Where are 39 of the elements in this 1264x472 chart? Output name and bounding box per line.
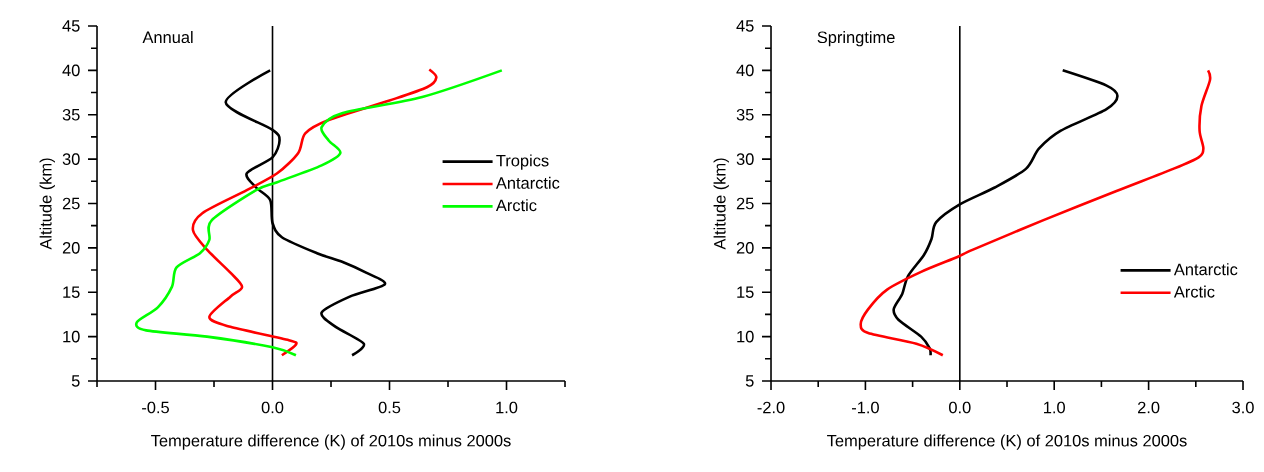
x-tick-label: -2.0: [757, 401, 785, 414]
y-tick-label: 40: [736, 64, 754, 77]
legend-label: Antarctic: [495, 176, 560, 189]
chart-title: Springtime: [817, 31, 895, 47]
y-tick-label: 35: [62, 108, 80, 121]
x-tick-label: 3.0: [1232, 401, 1254, 414]
x-tick-label: 0.0: [949, 401, 971, 414]
x-tick-label: -1.0: [851, 401, 879, 414]
y-tick-label: 25: [736, 197, 754, 210]
legend-label: Arctic: [495, 199, 537, 212]
y-tick-label: 5: [745, 375, 754, 387]
legend-label: Antarctic: [1173, 263, 1238, 276]
y-tick-label: 10: [737, 330, 754, 343]
y-tick-label: 40: [62, 64, 80, 77]
x-tick-label: 0.0: [261, 401, 284, 414]
x-axis-title: Temperature difference (K) of 2010s minus 2000s: [827, 434, 1187, 450]
legend-label: Tropics: [496, 154, 549, 170]
legend-label: Arctic: [1173, 285, 1215, 298]
chart-title: Annual: [142, 31, 193, 44]
y-tick-label: 45: [736, 20, 754, 32]
x-tick-label: 1.0: [496, 401, 518, 414]
y-tick-label: 35: [736, 108, 754, 121]
y-axis-title: Altitude (km): [39, 158, 55, 250]
y-tick-label: 15: [63, 286, 80, 298]
x-tick-label: 0.5: [378, 401, 401, 414]
y-tick-label: 20: [736, 242, 754, 254]
y-tick-label: 5: [71, 375, 80, 387]
x-tick-label: -0.5: [142, 401, 169, 414]
x-axis-title: Temperature difference (K) of 2010s minus 2000s: [151, 434, 511, 450]
y-tick-label: 20: [62, 242, 80, 254]
y-tick-label: 45: [62, 20, 80, 32]
x-tick-label: 2.0: [1138, 401, 1160, 414]
y-tick-label: 25: [62, 197, 80, 210]
y-tick-label: 10: [63, 330, 80, 343]
x-tick-label: 1.0: [1044, 401, 1065, 414]
y-axis-title: Altitude (km): [713, 158, 729, 250]
y-tick-label: 30: [62, 153, 80, 165]
y-tick-label: 15: [737, 286, 754, 298]
y-tick-label: 30: [736, 153, 754, 165]
